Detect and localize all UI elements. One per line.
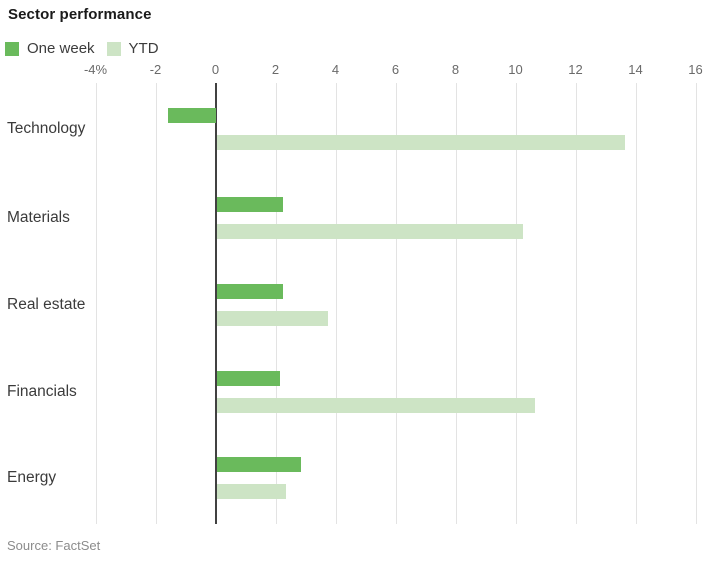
legend-label-one-week: One week (27, 40, 95, 57)
x-tick-label: -4% (83, 62, 108, 77)
chart-title: Sector performance (8, 6, 152, 23)
x-tick-label: 8 (451, 62, 460, 77)
x-tick-label: 4 (331, 62, 340, 77)
x-tick-label: 0 (211, 62, 220, 77)
x-tick-label: -2 (149, 62, 162, 77)
chart-legend: One week YTD (5, 40, 159, 57)
gridline (95, 83, 97, 524)
one-week-swatch-icon (5, 41, 19, 56)
gridline (695, 83, 697, 524)
gridline (515, 83, 517, 524)
gridline (575, 83, 577, 524)
bar-ytd (216, 484, 286, 499)
gridline (455, 83, 457, 524)
bar-ytd (216, 135, 625, 150)
legend-label-ytd: YTD (128, 40, 159, 57)
bar-ytd (216, 311, 328, 326)
category-label: Materials (7, 209, 70, 226)
category-label: Real estate (7, 296, 86, 313)
bar-one-week (216, 371, 280, 386)
gridline (155, 83, 157, 524)
gridline (275, 83, 277, 524)
gridline (335, 83, 337, 524)
bar-one-week (167, 108, 216, 123)
x-tick-label: 14 (628, 62, 643, 77)
x-tick-label: 10 (508, 62, 523, 77)
bar-one-week (216, 457, 301, 472)
legend-item-ytd: YTD (106, 40, 159, 57)
gridline (395, 83, 397, 524)
category-label: Financials (7, 383, 77, 400)
x-tick-label: 6 (391, 62, 400, 77)
x-tick-label: 2 (271, 62, 280, 77)
x-tick-label: 16 (688, 62, 703, 77)
category-label: Technology (7, 120, 86, 137)
bar-one-week (216, 284, 283, 299)
category-label: Energy (7, 469, 57, 486)
bar-ytd (216, 398, 535, 413)
x-tick-label: 12 (568, 62, 583, 77)
bar-ytd (216, 224, 523, 239)
source-note: Source: FactSet (7, 538, 101, 553)
legend-item-one-week: One week (5, 40, 95, 57)
gridline (635, 83, 637, 524)
ytd-swatch-icon (106, 41, 121, 56)
zero-axis-line (214, 83, 217, 524)
bar-one-week (216, 197, 283, 212)
